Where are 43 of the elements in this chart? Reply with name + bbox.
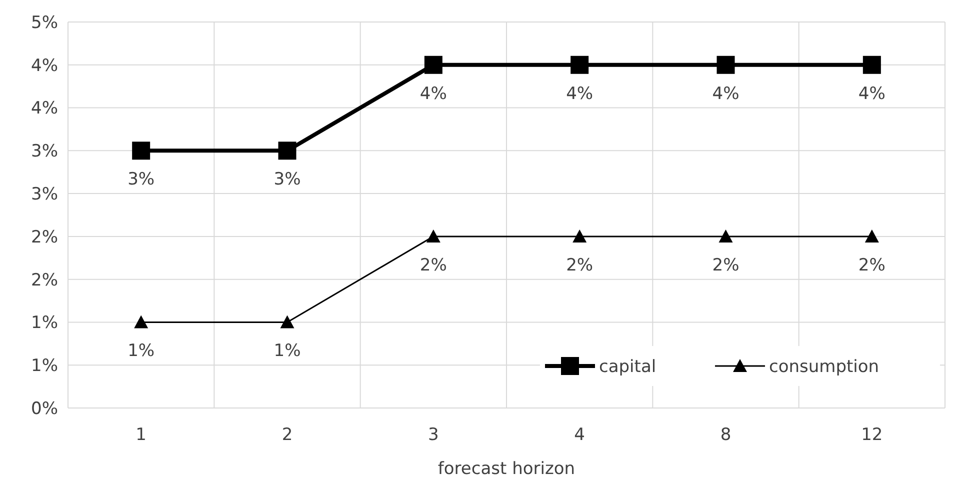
y-tick-label: 4%: [31, 98, 58, 119]
y-tick-label: 0%: [31, 398, 58, 419]
point: [426, 229, 440, 242]
x-tick-label: 3: [428, 425, 439, 445]
point: [864, 229, 879, 242]
y-tick-label: 2%: [31, 227, 58, 248]
data-label: 4%: [566, 84, 594, 104]
data-label: 2%: [858, 255, 886, 276]
data-label: 2%: [712, 255, 740, 276]
x-tick-label: 2: [282, 425, 293, 445]
point: [134, 315, 148, 328]
data-label: 1%: [128, 341, 155, 362]
data-label: 2%: [420, 255, 447, 276]
point: [716, 56, 735, 74]
data-label: 1%: [274, 341, 301, 362]
x-axis-title: forecast horizon: [438, 459, 576, 479]
y-tick-label: 2%: [31, 270, 58, 290]
data-label: 4%: [712, 84, 740, 104]
legend-label: consumption: [769, 356, 880, 377]
y-tick-label: 4%: [31, 56, 58, 76]
y-tick-label: 3%: [31, 184, 58, 205]
data-label: 2%: [566, 255, 594, 276]
point: [424, 56, 442, 74]
y-tick-label: 1%: [31, 313, 58, 334]
y-tick-label: 3%: [31, 142, 58, 162]
point: [278, 142, 296, 160]
x-tick-label: 12: [861, 425, 883, 445]
x-tick-label: 4: [574, 425, 585, 445]
y-tick-label: 1%: [31, 356, 58, 376]
x-tick-label: 8: [720, 425, 732, 445]
data-label: 3%: [274, 170, 301, 190]
legend-label: capital: [599, 356, 656, 377]
point: [570, 56, 589, 74]
point: [132, 142, 150, 160]
y-tick-label: 5%: [31, 12, 58, 33]
point: [280, 315, 294, 328]
point: [862, 56, 881, 74]
x-tick-label: 1: [136, 425, 146, 445]
data-label: 4%: [420, 84, 447, 104]
point: [572, 229, 587, 242]
point: [718, 229, 733, 242]
data-label: 3%: [128, 170, 155, 190]
data-label: 4%: [858, 84, 886, 104]
